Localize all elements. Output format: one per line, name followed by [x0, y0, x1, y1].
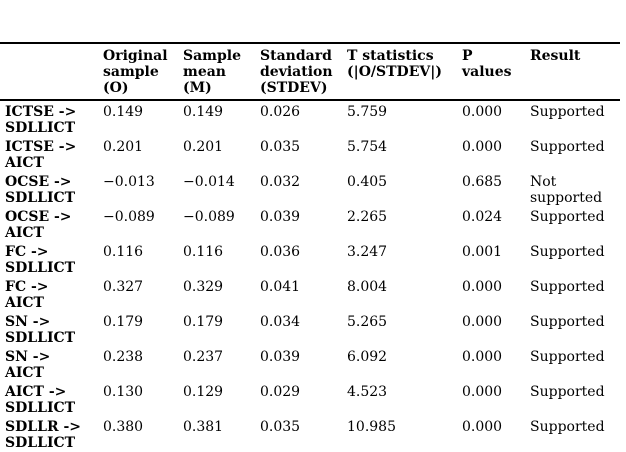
cell-p-value: 0.000: [462, 139, 503, 155]
cell-path: OCSE -> SDLLICT: [5, 174, 76, 206]
header-row: Original sample (O) Sample mean (M) Stan…: [0, 43, 620, 101]
cell-path: SN -> AICT: [5, 349, 51, 381]
cell-standard-deviation: 0.039: [260, 209, 301, 225]
cell-original-sample: 0.179: [103, 314, 144, 330]
col-header-original-sample: Original sample (O): [99, 43, 179, 101]
cell-result: Supported: [530, 384, 605, 400]
col-header-sample-mean: Sample mean (M): [179, 43, 256, 101]
cell-t-statistic: 2.265: [347, 209, 388, 225]
table-row: AICT -> SDLLICT 0.130 0.129 0.029 4.523 …: [0, 381, 620, 416]
cell-sample-mean: 0.381: [183, 419, 224, 435]
cell-t-statistic: 3.247: [347, 244, 388, 260]
results-table: Original sample (O) Sample mean (M) Stan…: [0, 42, 620, 451]
cell-p-value: 0.000: [462, 104, 503, 120]
cell-result: Supported: [530, 419, 605, 435]
cell-sample-mean: 0.329: [183, 279, 224, 295]
cell-result: Supported: [530, 349, 605, 365]
cell-original-sample: 0.380: [103, 419, 144, 435]
cell-path: ICTSE -> SDLLICT: [5, 104, 77, 136]
cell-original-sample: 0.149: [103, 104, 144, 120]
col-header-t-statistics: T statistics (|O/STDEV|): [343, 43, 458, 101]
cell-original-sample: 0.130: [103, 384, 144, 400]
table-body: ICTSE -> SDLLICT 0.149 0.149 0.026 5.759…: [0, 100, 620, 451]
table-row: OCSE -> SDLLICT −0.013 −0.014 0.032 0.40…: [0, 171, 620, 206]
cell-p-value: 0.001: [462, 244, 503, 260]
table-row: ICTSE -> AICT 0.201 0.201 0.035 5.754 0.…: [0, 136, 620, 171]
cell-p-value: 0.000: [462, 279, 503, 295]
col-header-path: [0, 43, 99, 101]
table-row: SN -> AICT 0.238 0.237 0.039 6.092 0.000…: [0, 346, 620, 381]
table-row: OCSE -> AICT −0.089 −0.089 0.039 2.265 0…: [0, 206, 620, 241]
cell-original-sample: 0.238: [103, 349, 144, 365]
cell-t-statistic: 8.004: [347, 279, 388, 295]
cell-sample-mean: 0.116: [183, 244, 224, 260]
cell-sample-mean: 0.149: [183, 104, 224, 120]
cell-standard-deviation: 0.032: [260, 174, 301, 190]
cell-path: ICTSE -> AICT: [5, 139, 77, 171]
cell-original-sample: 0.201: [103, 139, 144, 155]
cell-sample-mean: −0.089: [183, 209, 235, 225]
cell-t-statistic: 5.754: [347, 139, 388, 155]
col-header-standard-deviation: Standard deviation (STDEV): [256, 43, 343, 101]
cell-sample-mean: −0.014: [183, 174, 235, 190]
cell-standard-deviation: 0.041: [260, 279, 301, 295]
cell-p-value: 0.024: [462, 209, 503, 225]
col-header-p-values: P values: [458, 43, 526, 101]
cell-path: AICT -> SDLLICT: [5, 384, 76, 416]
cell-standard-deviation: 0.026: [260, 104, 301, 120]
cell-original-sample: 0.327: [103, 279, 144, 295]
cell-path: SN -> SDLLICT: [5, 314, 76, 346]
cell-standard-deviation: 0.034: [260, 314, 301, 330]
cell-sample-mean: 0.201: [183, 139, 224, 155]
cell-result: Supported: [530, 104, 605, 120]
cell-p-value: 0.000: [462, 384, 503, 400]
table-header: Original sample (O) Sample mean (M) Stan…: [0, 43, 620, 101]
cell-result: Supported: [530, 209, 605, 225]
cell-p-value: 0.000: [462, 419, 503, 435]
table-row: ICTSE -> SDLLICT 0.149 0.149 0.026 5.759…: [0, 100, 620, 136]
cell-t-statistic: 10.985: [347, 419, 396, 435]
table-row: FC -> SDLLICT 0.116 0.116 0.036 3.247 0.…: [0, 241, 620, 276]
cell-sample-mean: 0.237: [183, 349, 224, 365]
table-row: FC -> AICT 0.327 0.329 0.041 8.004 0.000…: [0, 276, 620, 311]
cell-standard-deviation: 0.036: [260, 244, 301, 260]
cell-path: FC -> AICT: [5, 279, 49, 311]
cell-sample-mean: 0.129: [183, 384, 224, 400]
bootstrapping-results-table-wrap: Original sample (O) Sample mean (M) Stan…: [0, 42, 620, 452]
cell-path: FC -> SDLLICT: [5, 244, 76, 276]
cell-t-statistic: 5.265: [347, 314, 388, 330]
cell-p-value: 0.685: [462, 174, 503, 190]
col-header-result: Result: [526, 43, 620, 101]
cell-t-statistic: 0.405: [347, 174, 388, 190]
cell-t-statistic: 5.759: [347, 104, 388, 120]
cell-sample-mean: 0.179: [183, 314, 224, 330]
cell-result: Not supported: [530, 174, 603, 206]
cell-result: Supported: [530, 314, 605, 330]
cell-original-sample: −0.089: [103, 209, 155, 225]
table-row: SN -> SDLLICT 0.179 0.179 0.034 5.265 0.…: [0, 311, 620, 346]
cell-t-statistic: 4.523: [347, 384, 388, 400]
cell-standard-deviation: 0.039: [260, 349, 301, 365]
cell-standard-deviation: 0.035: [260, 139, 301, 155]
cell-result: Supported: [530, 244, 605, 260]
cell-standard-deviation: 0.029: [260, 384, 301, 400]
cell-p-value: 0.000: [462, 349, 503, 365]
cell-result: Supported: [530, 279, 605, 295]
cell-path: OCSE -> AICT: [5, 209, 72, 241]
cell-t-statistic: 6.092: [347, 349, 388, 365]
table-row: SDLLR -> SDLLICT 0.380 0.381 0.035 10.98…: [0, 416, 620, 451]
cell-original-sample: 0.116: [103, 244, 144, 260]
cell-original-sample: −0.013: [103, 174, 155, 190]
cell-standard-deviation: 0.035: [260, 419, 301, 435]
cell-p-value: 0.000: [462, 314, 503, 330]
cell-result: Supported: [530, 139, 605, 155]
cell-path: SDLLR -> SDLLICT: [5, 419, 81, 451]
